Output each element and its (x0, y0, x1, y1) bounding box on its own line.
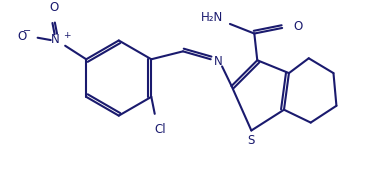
Text: +: + (62, 31, 70, 40)
Text: O: O (17, 30, 27, 43)
Text: Cl: Cl (154, 123, 166, 136)
Text: H₂N: H₂N (201, 11, 223, 24)
Text: O: O (293, 20, 303, 33)
Text: N: N (51, 33, 60, 46)
Text: S: S (248, 134, 255, 147)
Text: N: N (214, 55, 223, 68)
Text: −: − (23, 25, 31, 36)
Text: O: O (49, 1, 58, 14)
